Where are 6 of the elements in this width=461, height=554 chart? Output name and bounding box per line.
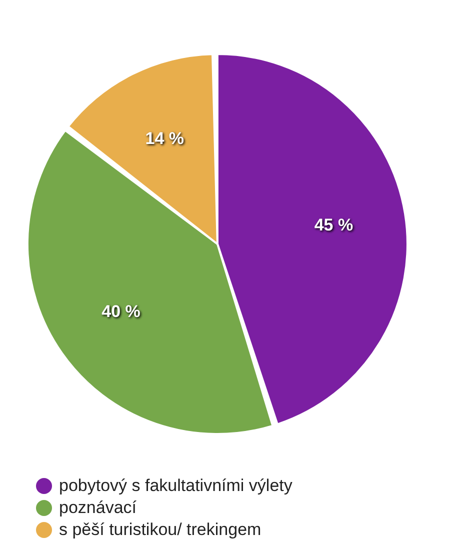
data-label: 40 %	[102, 302, 140, 322]
legend-label: s pěší turistikou/ trekingem	[59, 519, 262, 541]
legend-label: pobytový s fakultativními výlety	[59, 475, 292, 497]
data-label: 14 %	[145, 129, 184, 148]
data-label: 45 %	[314, 216, 354, 235]
legend-label: poznávací	[59, 497, 136, 519]
